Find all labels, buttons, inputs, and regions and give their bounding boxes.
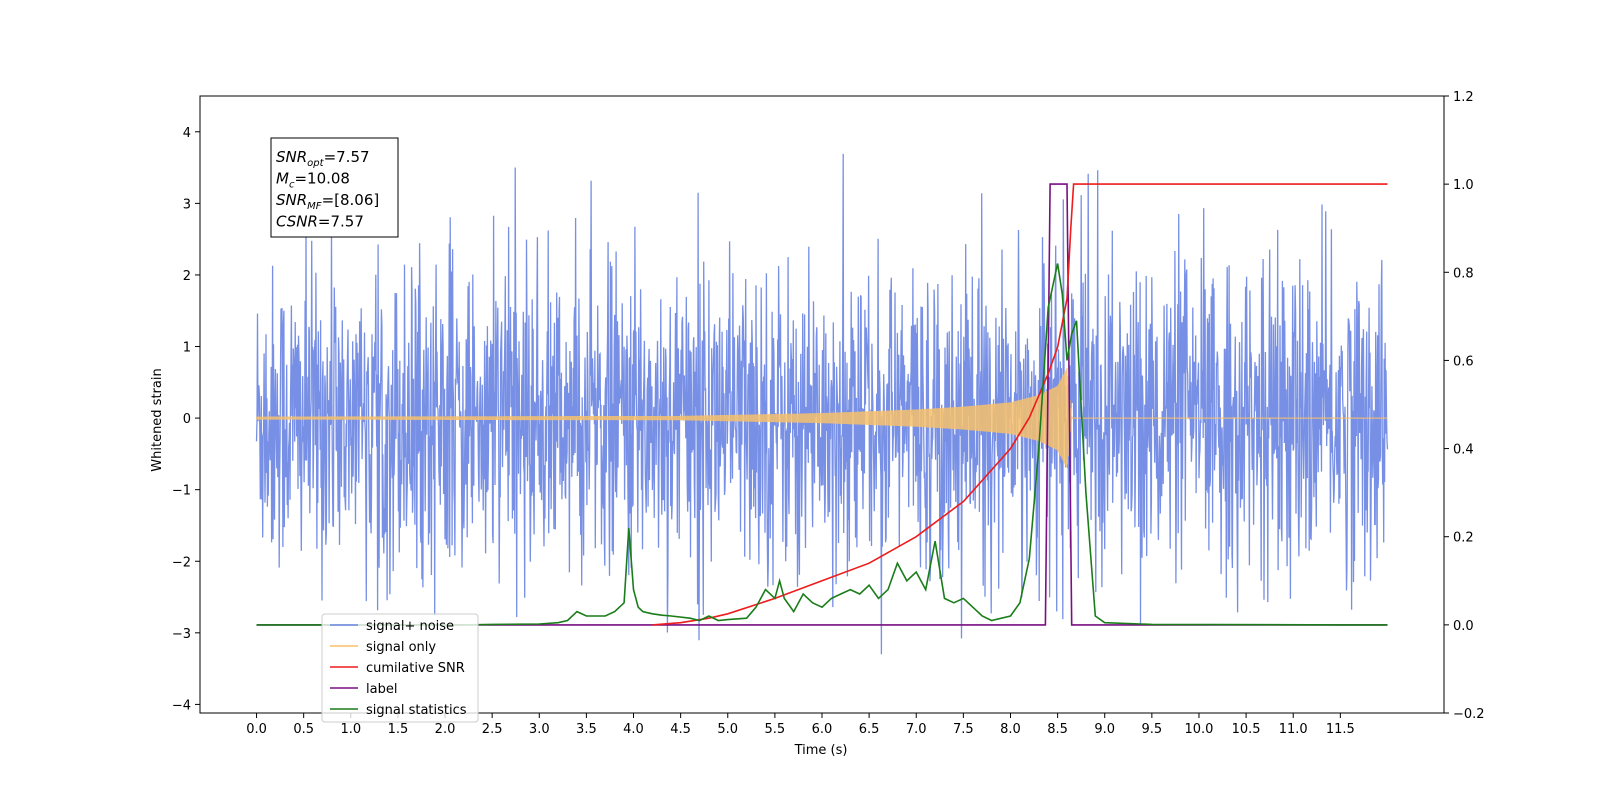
y2-tick-label: −0.2 xyxy=(1453,707,1485,722)
x-axis: 0.0 0.5 1.0 1.5 2.0 2.5 3.0 3.5 4.0 4.5 5.0 5.5 6.0 6… xyxy=(246,713,1355,737)
legend-item: signal statistics xyxy=(366,703,467,718)
x-tick-label: 3.5 xyxy=(576,722,597,737)
legend-item: signal+ noise xyxy=(366,619,454,634)
x-tick-label: 1.0 xyxy=(340,722,361,737)
x-tick-label: 0.5 xyxy=(293,722,314,737)
x-tick-label: 3.0 xyxy=(529,722,550,737)
x-tick-label: 5.0 xyxy=(717,722,738,737)
legend-item: label xyxy=(366,682,397,697)
y-tick-label: 3 xyxy=(183,197,191,212)
x-tick-label: 4.5 xyxy=(670,722,691,737)
x-tick-label: 11.0 xyxy=(1279,722,1308,737)
y2-tick-label: 1.0 xyxy=(1453,178,1474,193)
x-tick-label: 11.5 xyxy=(1326,722,1355,737)
y-tick-label: 0 xyxy=(183,412,191,427)
annotation-line: SNRopt=7.57 xyxy=(276,148,370,169)
x-tick-label: 2.5 xyxy=(482,722,503,737)
x-tick-label: 2.0 xyxy=(435,722,456,737)
x-tick-label: 1.5 xyxy=(388,722,409,737)
y-tick-label: −4 xyxy=(172,698,191,713)
legend-frame xyxy=(321,613,479,723)
annotation-line: Mc=10.08 xyxy=(276,170,350,191)
y-tick-label: 2 xyxy=(183,269,191,284)
annotation-line: CSNR=7.57 xyxy=(276,213,364,231)
x-tick-label: 4.0 xyxy=(623,722,644,737)
y2-tick-label: 0.4 xyxy=(1453,443,1474,458)
y2-tick-label: 0.8 xyxy=(1453,266,1474,281)
series-label xyxy=(256,183,1388,626)
x-axis-label: Time (s) xyxy=(794,743,848,758)
y-tick-label: −2 xyxy=(172,555,191,570)
series-signal-only xyxy=(255,367,1388,468)
x-tick-label: 5.5 xyxy=(765,722,786,737)
y-axis-left: 4 3 2 1 0 −1 −2 −3 −4 xyxy=(172,126,200,713)
legend-item: signal only xyxy=(366,640,436,655)
x-tick-label: 9.5 xyxy=(1142,722,1163,737)
x-tick-label: 8.5 xyxy=(1047,722,1068,737)
y-tick-label: −1 xyxy=(172,484,191,499)
x-tick-label: 10.5 xyxy=(1232,722,1261,737)
y-axis-label: Whitened strain xyxy=(150,368,165,471)
series-layer xyxy=(255,153,1389,655)
y2-tick-label: 0.0 xyxy=(1453,619,1474,634)
y2-tick-label: 0.2 xyxy=(1453,531,1474,546)
y-tick-label: −3 xyxy=(172,627,191,642)
x-tick-label: 9.0 xyxy=(1094,722,1115,737)
x-tick-label: 6.5 xyxy=(859,722,880,737)
x-tick-label: 8.0 xyxy=(1000,722,1021,737)
y-tick-label: 4 xyxy=(183,126,191,141)
series-signal-noise xyxy=(255,153,1389,655)
x-tick-label: 7.5 xyxy=(953,722,974,737)
y-tick-label: 1 xyxy=(183,341,191,356)
annotation-line: SNRMF=[8.06] xyxy=(276,191,379,212)
series-cumulative-snr xyxy=(652,183,1388,626)
x-tick-label: 7.0 xyxy=(906,722,927,737)
legend-item: cumilative SNR xyxy=(366,661,465,676)
series-signal-statistics xyxy=(256,263,1388,626)
x-tick-label: 0.0 xyxy=(246,722,267,737)
x-tick-label: 10.0 xyxy=(1184,722,1213,737)
y2-tick-label: 1.2 xyxy=(1453,90,1474,105)
y-axis-right: 1.2 1.0 0.8 0.6 0.4 0.2 0.0 −0.2 xyxy=(1444,90,1485,722)
legend: signal+ noise signal only cumilative SNR la… xyxy=(321,613,479,723)
y2-tick-label: 0.6 xyxy=(1453,354,1474,369)
x-tick-label: 6.0 xyxy=(812,722,833,737)
annotation-frame xyxy=(270,137,399,238)
